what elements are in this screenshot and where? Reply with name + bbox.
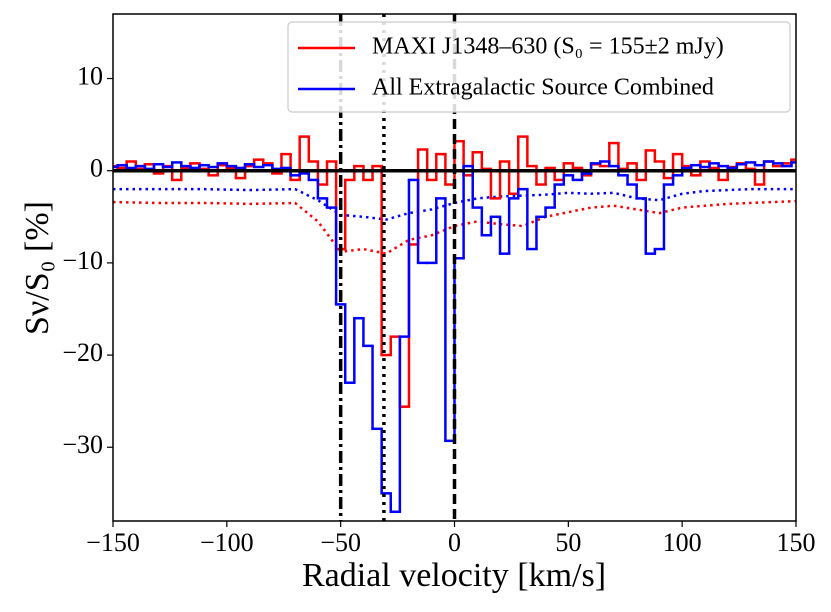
x-tick-label: 50 [555, 528, 581, 557]
y-tick-label: 10 [77, 61, 103, 90]
y-tick-label: −30 [62, 430, 103, 459]
x-tick-label: −50 [320, 528, 361, 557]
x-tick-label: −150 [86, 528, 140, 557]
y-tick-label: 0 [90, 154, 103, 183]
x-tick-label: −100 [200, 528, 254, 557]
y-tick-label: −20 [62, 338, 103, 367]
y-tick-label: −10 [62, 246, 103, 275]
y-axis-label: Sν/S₀ [%] [19, 201, 56, 335]
x-axis-label: Radial velocity [km/s] [302, 557, 606, 594]
legend-label: MAXI J1348–630 (S₀ = 155±2 mJy) [372, 34, 724, 60]
x-tick-label: 150 [777, 528, 816, 557]
legend-label: All Extragalactic Source Combined [372, 75, 714, 101]
plot-area [113, 14, 796, 521]
x-tick-label: 100 [663, 528, 702, 557]
legend-box [287, 21, 791, 113]
x-tick-label: 0 [448, 528, 461, 557]
